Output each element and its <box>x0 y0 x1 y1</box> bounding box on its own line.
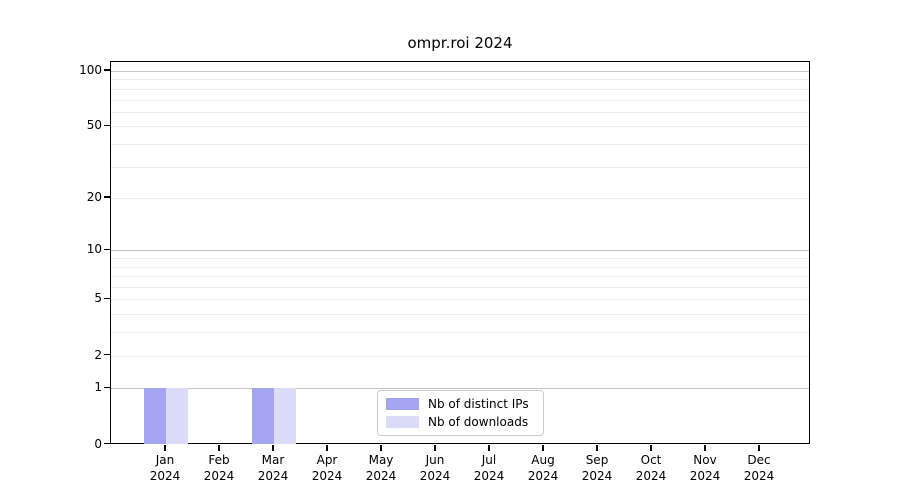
gridline-minor <box>111 355 809 357</box>
gridline-minor <box>111 143 809 145</box>
gridline-minor <box>111 287 809 289</box>
gridline-minor <box>111 166 809 168</box>
y-tick <box>103 442 110 445</box>
legend-item-downloads: Nb of downloads <box>386 414 535 430</box>
gridline-major <box>111 250 809 252</box>
x-tick-label: Jan 2024 <box>149 452 181 483</box>
gridline-major <box>111 71 809 72</box>
y-tick-label: 100 <box>79 63 102 77</box>
gridline-minor <box>111 99 809 101</box>
x-tick-label: Sep 2024 <box>581 452 613 483</box>
plot-area <box>110 61 810 445</box>
gridline-minor <box>111 299 809 301</box>
x-tick <box>704 444 706 451</box>
x-tick <box>272 444 274 451</box>
y-tick-label: 1 <box>94 380 102 395</box>
x-tick-label: Feb 2024 <box>203 452 235 483</box>
gridline-major <box>111 388 809 390</box>
bar-downloads <box>274 388 296 445</box>
gridline-minor <box>111 126 809 128</box>
x-tick <box>434 444 436 451</box>
gridline-minor <box>111 258 809 260</box>
legend-item-distinct-ips: Nb of distinct IPs <box>386 396 535 412</box>
y-tick-label: 50 <box>86 118 102 133</box>
x-tick-label: Apr 2024 <box>311 452 343 483</box>
y-tick <box>103 248 110 251</box>
x-tick <box>542 444 544 451</box>
x-tick <box>596 444 598 451</box>
y-tick <box>103 196 110 198</box>
y-tick-label: 10 <box>86 242 102 257</box>
bar-downloads <box>166 388 188 445</box>
gridline-minor <box>111 88 809 90</box>
y-tick-label: 0 <box>94 436 102 451</box>
y-tick <box>103 386 110 389</box>
gridline-minor <box>111 276 809 278</box>
x-tick-label: Aug 2024 <box>527 452 559 483</box>
y-tick-label: 5 <box>94 291 102 306</box>
legend-swatch-downloads <box>386 416 419 428</box>
gridline-minor <box>111 266 809 268</box>
gridline-minor <box>111 332 809 334</box>
x-tick <box>488 444 490 451</box>
x-tick-label: Mar 2024 <box>257 452 289 483</box>
chart-title: ompr.roi 2024 <box>407 34 513 52</box>
legend: Nb of distinct IPs Nb of downloads <box>377 390 544 436</box>
legend-swatch-distinct-ips <box>386 398 419 410</box>
x-tick-label: Dec 2024 <box>743 452 775 483</box>
x-tick <box>164 444 166 451</box>
x-tick-label: Jul 2024 <box>473 452 505 483</box>
x-tick <box>380 444 382 451</box>
y-tick <box>103 297 110 300</box>
x-tick-label: Jun 2024 <box>419 452 451 483</box>
x-tick <box>218 444 220 451</box>
x-tick-label: Nov 2024 <box>689 452 721 483</box>
bar-distinct-ips <box>144 388 166 445</box>
gridline-minor <box>111 198 809 200</box>
legend-label-distinct-ips: Nb of distinct IPs <box>428 397 529 411</box>
x-tick <box>326 444 328 451</box>
legend-label-downloads: Nb of downloads <box>428 415 529 429</box>
y-tick-label: 20 <box>86 190 102 205</box>
y-tick <box>103 353 110 356</box>
x-tick <box>758 444 760 451</box>
x-tick <box>650 444 652 451</box>
gridline-minor <box>111 111 809 113</box>
x-tick-label: Oct 2024 <box>635 452 667 483</box>
y-tick <box>103 69 110 71</box>
x-tick-label: May 2024 <box>365 452 397 483</box>
y-tick <box>103 124 110 127</box>
gridline-minor <box>111 79 809 81</box>
gridline-minor <box>111 314 809 316</box>
bar-distinct-ips <box>252 388 274 445</box>
y-tick-label: 2 <box>94 347 102 362</box>
